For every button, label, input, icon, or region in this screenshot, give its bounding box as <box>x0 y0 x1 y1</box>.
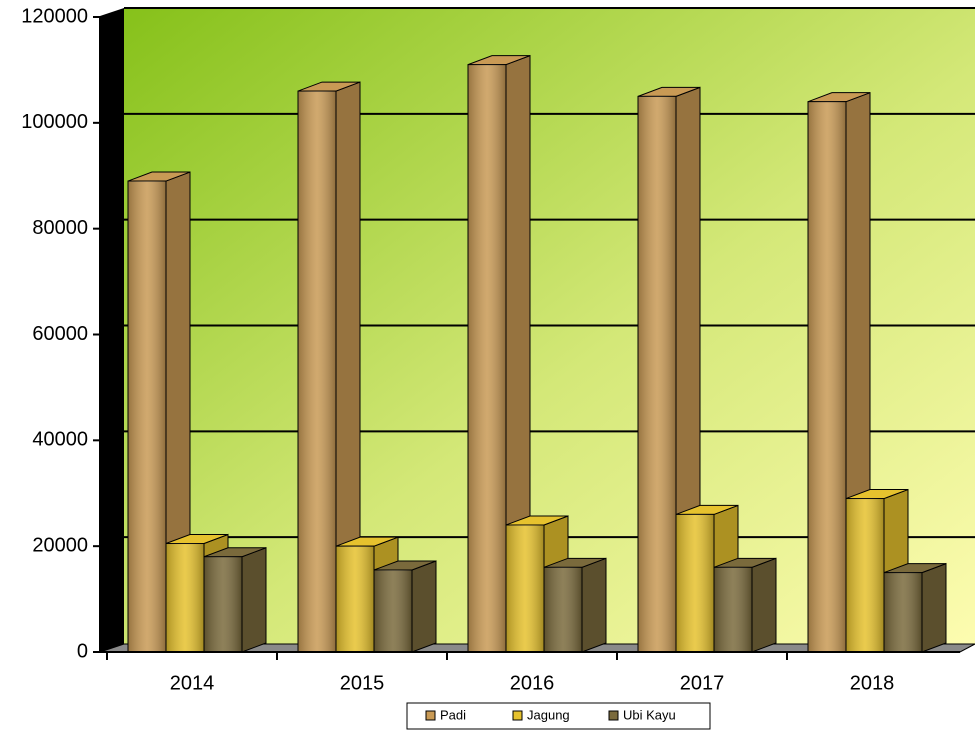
y-tick-label: 0 <box>77 640 88 662</box>
bar-shade <box>298 91 336 653</box>
bar-side-shade <box>506 55 530 652</box>
bar-side-shade <box>242 547 266 652</box>
bar-shade <box>374 569 412 652</box>
bar-side-shade <box>582 558 606 652</box>
bar-shade <box>676 514 714 652</box>
x-tick-label: 2018 <box>850 672 895 694</box>
bar-shade <box>638 96 676 652</box>
x-tick-label: 2015 <box>340 672 385 694</box>
bar-shade <box>336 546 374 652</box>
bar-shade <box>128 181 166 652</box>
bar-shade <box>808 101 846 652</box>
x-tick-label: 2016 <box>510 672 555 694</box>
bar-shade <box>714 567 752 652</box>
y-tick-label: 80000 <box>32 217 88 239</box>
y-tick-label: 60000 <box>32 323 88 345</box>
legend-swatch <box>425 710 436 721</box>
y-tick-label: 120000 <box>21 5 88 27</box>
legend-label: Jagung <box>527 707 570 722</box>
bar-side-shade <box>166 172 190 652</box>
y-tick-label: 20000 <box>32 534 88 556</box>
bar-shade <box>544 567 582 652</box>
bar-shade <box>468 64 506 652</box>
bar-side-shade <box>922 563 946 652</box>
bar-shade <box>166 543 204 652</box>
x-tick-label: 2017 <box>680 672 725 694</box>
bar-side-shade <box>336 82 360 653</box>
bar-shade <box>506 525 544 652</box>
bar-shade <box>204 556 242 652</box>
legend-label: Padi <box>440 707 466 722</box>
bar-side-shade <box>412 560 436 652</box>
legend-swatch <box>512 710 523 721</box>
x-tick-label: 2014 <box>170 672 215 694</box>
side-wall <box>100 8 124 652</box>
y-tick-label: 40000 <box>32 429 88 451</box>
legend-swatch <box>608 710 619 721</box>
legend-label: Ubi Kayu <box>623 707 676 722</box>
y-tick-label: 100000 <box>21 111 88 133</box>
bar-shade <box>884 572 922 652</box>
legend <box>406 702 711 730</box>
bar-shade <box>846 498 884 652</box>
bar-side-shade <box>752 558 776 652</box>
